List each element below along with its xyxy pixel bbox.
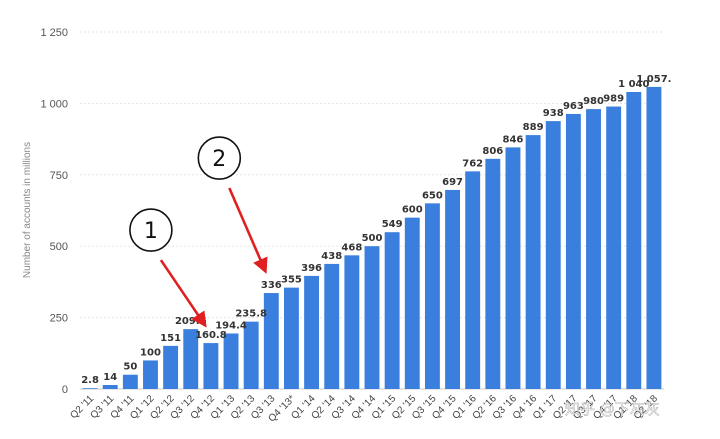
bar-value-label: 762 — [462, 158, 483, 169]
bar — [545, 121, 561, 389]
bar-value-label: 500 — [362, 233, 383, 244]
annotations: 12 — [129, 136, 268, 328]
bar — [626, 91, 642, 389]
bar-value-label: 938 — [543, 108, 564, 119]
bar-value-label: 806 — [482, 146, 503, 157]
bar — [82, 388, 98, 389]
bar — [424, 203, 440, 389]
annotation-circle — [129, 208, 173, 252]
bar-value-label: 1 040 — [618, 79, 649, 90]
annotation-number: 2 — [212, 147, 226, 172]
bar-value-label: 151 — [160, 333, 181, 344]
y-tick-label: 750 — [50, 170, 68, 182]
bar — [243, 321, 259, 389]
bar-value-label: 963 — [563, 101, 584, 112]
bar — [465, 171, 481, 389]
bar-value-label: 355 — [281, 275, 302, 286]
bar-value-label: 396 — [301, 263, 322, 274]
bar-value-label: 846 — [503, 134, 524, 145]
bar-value-label: 1 057. — [636, 74, 671, 85]
y-tick-label: 0 — [62, 384, 68, 396]
bar — [102, 385, 118, 389]
bar — [183, 329, 199, 389]
bar-value-label: 468 — [341, 242, 362, 253]
bar — [143, 360, 158, 389]
bar — [223, 333, 239, 389]
bar-value-label: 160.8 — [195, 330, 227, 341]
bar-value-label: 650 — [422, 190, 443, 201]
y-tick-label: 1 000 — [40, 98, 68, 110]
annotation-arrow — [159, 259, 207, 328]
bar-value-label: 889 — [523, 122, 544, 133]
annotation-arrow — [228, 187, 268, 274]
bar-value-label: 235.8 — [235, 309, 267, 320]
bar — [525, 135, 541, 389]
bar — [283, 287, 299, 389]
bar — [606, 106, 622, 390]
bar — [344, 255, 360, 389]
y-tick-label: 500 — [50, 241, 68, 253]
annotation-circle — [197, 136, 242, 180]
bar-value-label: 2.8 — [81, 375, 99, 386]
bar — [404, 217, 420, 389]
bar — [586, 109, 601, 389]
y-tick-label: 1 250 — [40, 27, 68, 39]
bar-value-label: 549 — [382, 219, 403, 230]
bar — [364, 246, 380, 389]
bar-value-label: 14 — [103, 372, 117, 383]
bars — [82, 86, 662, 390]
bar-value-label: 980 — [583, 96, 604, 107]
bar — [565, 113, 581, 390]
bar-value-label: 194.4 — [215, 320, 247, 331]
bar — [122, 374, 138, 389]
y-axis-ticks: 0 250 500 750 1 000 1 250 — [40, 27, 68, 396]
bar — [384, 232, 400, 389]
y-axis-label: Number of accounts in millions — [22, 142, 33, 278]
bar-value-label: 209.6 — [175, 316, 207, 327]
annotation-number: 1 — [144, 219, 158, 244]
bar-value-label: 697 — [442, 177, 463, 188]
bar-value-label: 336 — [261, 280, 282, 291]
watermark: 知乎 @下灰灰 — [565, 400, 660, 418]
bar — [505, 147, 521, 389]
bar — [263, 293, 279, 389]
bar — [324, 263, 340, 389]
bar-value-label: 100 — [140, 347, 161, 358]
bar — [163, 345, 179, 389]
bar — [304, 275, 320, 389]
bar-value-label: 50 — [123, 362, 137, 373]
bar — [485, 158, 501, 389]
bar — [646, 86, 662, 389]
bar-value-label: 989 — [603, 94, 624, 105]
bar — [203, 343, 219, 389]
bar-value-label: 600 — [402, 205, 423, 216]
bar — [445, 189, 461, 389]
y-tick-label: 250 — [50, 313, 68, 325]
bar-value-label: 438 — [321, 251, 342, 262]
